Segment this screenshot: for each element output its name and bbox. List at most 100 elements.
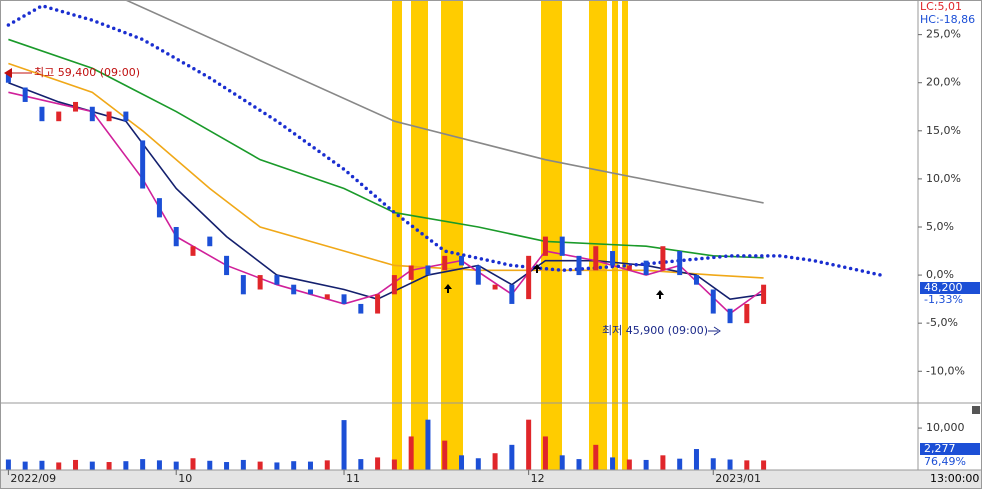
candle bbox=[761, 284, 767, 304]
volume-bar bbox=[73, 459, 79, 470]
volume-bar bbox=[744, 460, 750, 470]
y-tick-label: 15,0% bbox=[926, 124, 961, 137]
header-lc: LC:5,01 bbox=[920, 0, 962, 13]
volume-bar bbox=[257, 461, 263, 470]
volume-bar bbox=[593, 444, 599, 470]
candle bbox=[475, 265, 481, 285]
candle bbox=[727, 308, 733, 324]
candle bbox=[240, 275, 246, 295]
candle bbox=[56, 111, 62, 122]
volume-bar bbox=[475, 458, 481, 470]
candle bbox=[610, 251, 616, 266]
volume-bar bbox=[39, 460, 45, 470]
x-tick-label: 12 bbox=[531, 472, 545, 485]
volume-bar bbox=[442, 440, 448, 470]
x-axis-bar bbox=[0, 470, 982, 489]
volume-bar bbox=[660, 455, 666, 470]
candle bbox=[492, 284, 498, 290]
candle bbox=[224, 255, 230, 276]
ma-line bbox=[125, 0, 764, 204]
volume-bar bbox=[710, 458, 716, 470]
volume-bar bbox=[492, 453, 498, 470]
volume-bar bbox=[140, 459, 146, 470]
volume-bar bbox=[643, 459, 649, 470]
volume-bar bbox=[224, 462, 230, 470]
volume-bar bbox=[22, 461, 28, 470]
candle bbox=[307, 289, 313, 295]
high-arrow bbox=[4, 68, 12, 78]
header-hc: HC:-18,86 bbox=[920, 13, 975, 26]
candle bbox=[39, 106, 45, 122]
candle bbox=[375, 294, 381, 314]
candle bbox=[693, 275, 699, 285]
y-tick-label: 10,0% bbox=[926, 172, 961, 185]
volume-bar bbox=[459, 455, 465, 470]
volume-bar bbox=[190, 458, 196, 470]
volume-bar bbox=[173, 461, 179, 470]
candle bbox=[576, 255, 582, 276]
low-arrow bbox=[708, 326, 721, 336]
volume-bar bbox=[542, 436, 548, 470]
x-tick-label: 2023/01 bbox=[715, 472, 761, 485]
volume-bar bbox=[677, 458, 683, 470]
candle bbox=[391, 275, 397, 295]
signal-band bbox=[411, 0, 428, 470]
candle bbox=[341, 294, 347, 304]
candle bbox=[509, 284, 515, 304]
signal-band bbox=[392, 0, 402, 470]
candle bbox=[526, 255, 532, 300]
volume-bar bbox=[576, 459, 582, 470]
volume-bar bbox=[761, 460, 767, 470]
volume-bar bbox=[5, 459, 11, 470]
signal-band bbox=[622, 0, 628, 470]
volume-bar bbox=[341, 420, 347, 470]
volume-bar bbox=[727, 459, 733, 470]
high-note: 최고 59,400 (09:00) bbox=[34, 66, 140, 79]
candle bbox=[542, 236, 548, 256]
y-tick-label: -10,0% bbox=[926, 364, 965, 377]
volume-box-label: 2,277 bbox=[924, 442, 956, 455]
volume-bar bbox=[693, 449, 699, 470]
candle bbox=[140, 140, 146, 189]
v-tick-label: 10,000 bbox=[926, 421, 965, 434]
candle bbox=[593, 246, 599, 271]
close-button[interactable] bbox=[972, 406, 980, 414]
candle bbox=[660, 246, 666, 271]
axis-panel bbox=[918, 0, 982, 470]
candle bbox=[626, 265, 632, 271]
volume-bar bbox=[123, 461, 129, 470]
volume-bar bbox=[626, 459, 632, 470]
candle bbox=[710, 289, 716, 314]
candle bbox=[324, 294, 330, 300]
volume-bar bbox=[324, 460, 330, 470]
volume-bar bbox=[307, 461, 313, 470]
volume-bar bbox=[106, 462, 112, 470]
volume-bar bbox=[240, 459, 246, 470]
candle bbox=[677, 251, 683, 276]
candle bbox=[106, 111, 112, 122]
volume-ratio: 76,49% bbox=[924, 455, 966, 468]
candle bbox=[425, 265, 431, 276]
candle bbox=[73, 101, 79, 112]
price-box bbox=[920, 282, 980, 294]
ma-line bbox=[6, 3, 883, 277]
candle bbox=[22, 87, 28, 102]
volume-bar bbox=[207, 460, 213, 470]
volume-box bbox=[920, 443, 980, 455]
candle bbox=[173, 226, 179, 247]
signal-bands bbox=[392, 0, 628, 470]
candle bbox=[559, 236, 565, 256]
y-tick-label: 0,0% bbox=[926, 268, 954, 281]
volume-bar bbox=[56, 462, 62, 470]
candle bbox=[408, 265, 414, 280]
candle bbox=[643, 260, 649, 276]
volume-bar bbox=[509, 444, 515, 470]
x-tick-label: 2022/09 bbox=[10, 472, 56, 485]
volume-bar bbox=[408, 436, 414, 470]
volume-bar bbox=[375, 457, 381, 470]
volume-bar bbox=[89, 461, 95, 470]
volume-bar bbox=[156, 460, 162, 470]
volume-bar bbox=[358, 459, 364, 470]
